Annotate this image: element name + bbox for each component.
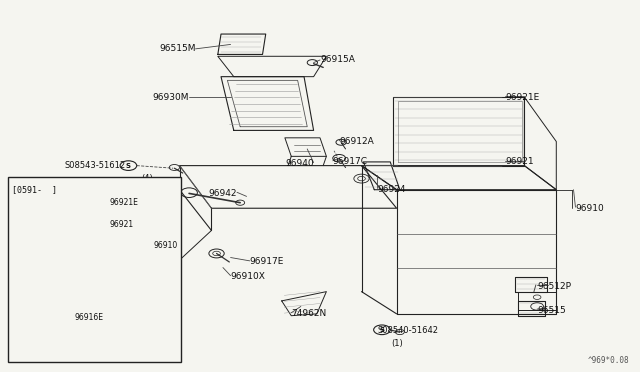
Text: 96917C: 96917C	[333, 157, 368, 166]
Text: 96917E: 96917E	[250, 257, 284, 266]
Text: 96915A: 96915A	[320, 55, 355, 64]
Text: 96910X: 96910X	[230, 272, 266, 281]
Text: S: S	[126, 163, 131, 169]
Text: S08540-51642: S08540-51642	[378, 326, 438, 335]
Text: 96921: 96921	[109, 221, 133, 230]
Text: 96912A: 96912A	[339, 137, 374, 146]
Text: 96924: 96924	[378, 185, 406, 194]
Text: (1): (1)	[391, 339, 403, 348]
Bar	[8, 177, 180, 362]
Text: (4): (4)	[141, 174, 154, 183]
Text: 96930M: 96930M	[152, 93, 189, 102]
Text: [0591-  ]: [0591- ]	[12, 185, 57, 194]
Text: S08543-51612: S08543-51612	[64, 161, 125, 170]
Text: 96910: 96910	[154, 241, 178, 250]
Text: 96916E: 96916E	[74, 313, 103, 322]
Text: 96515: 96515	[537, 306, 566, 315]
Text: 96921E: 96921E	[505, 93, 540, 102]
Text: 96940: 96940	[285, 159, 314, 168]
Text: 74962N: 74962N	[291, 310, 326, 318]
Text: 96910: 96910	[575, 204, 604, 213]
Text: S: S	[380, 327, 385, 333]
Text: 96921: 96921	[505, 157, 534, 166]
Text: ^969*0.08: ^969*0.08	[588, 356, 630, 365]
Text: 96512P: 96512P	[537, 282, 571, 291]
Text: 96921E: 96921E	[109, 198, 138, 207]
Text: 96515M: 96515M	[159, 44, 195, 53]
Text: 96942: 96942	[209, 189, 237, 198]
